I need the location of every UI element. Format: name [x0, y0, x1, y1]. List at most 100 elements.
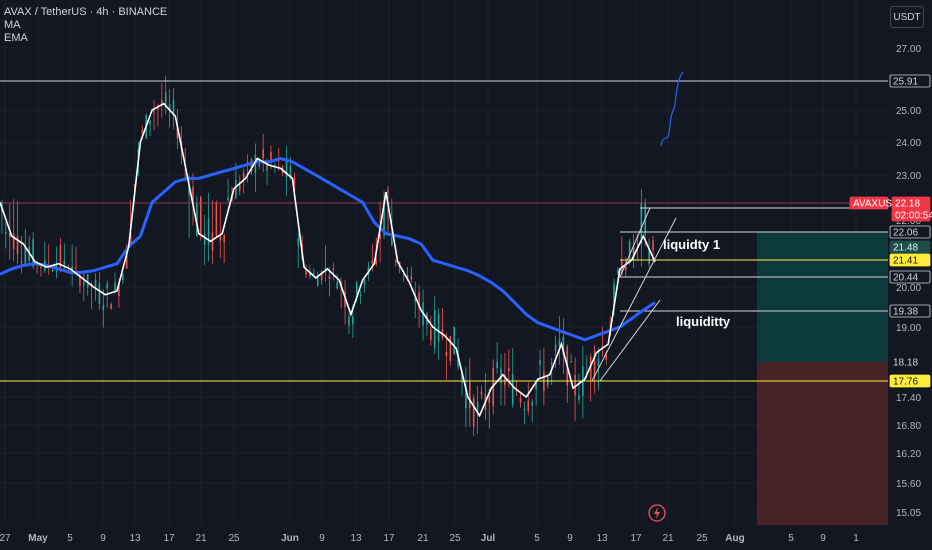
time-tick-label: 9	[319, 533, 325, 544]
price-tick-label: 20.00	[896, 283, 921, 294]
candle-body	[309, 272, 311, 277]
price-tag-label: 21.41	[893, 256, 918, 267]
candle-body	[453, 327, 456, 355]
candle-body	[348, 317, 350, 326]
time-tick-label: 5	[534, 533, 540, 544]
candle-body	[289, 165, 292, 179]
candle-body	[507, 367, 510, 372]
trendline	[591, 217, 677, 382]
price-tag-box	[849, 196, 889, 210]
candle-body	[125, 246, 128, 269]
candle-body	[168, 104, 171, 111]
candle-body	[628, 241, 631, 263]
time-tick-label: 9	[100, 533, 106, 544]
candle-body	[383, 199, 385, 236]
candle-body	[414, 298, 417, 302]
time-tick-label: 17	[383, 533, 395, 544]
candle-body	[328, 275, 331, 279]
candle-body	[98, 283, 101, 304]
candle-body	[316, 276, 319, 287]
candle-body	[246, 161, 249, 164]
ma-indicator-label[interactable]: MA	[4, 19, 21, 31]
candle-body	[219, 235, 222, 241]
time-tick-label: 13	[129, 533, 141, 544]
alert-icon[interactable]	[648, 504, 666, 522]
candle-body	[176, 127, 179, 139]
liquidity-2-label: liquiditty	[676, 314, 731, 329]
candle-body	[418, 292, 420, 309]
candle-body	[613, 283, 615, 307]
time-tick-label: May	[28, 533, 48, 544]
candle-body	[504, 374, 506, 386]
time-tick-label: 21	[417, 533, 429, 544]
candle-body	[79, 275, 81, 286]
price-tag-box	[891, 208, 931, 222]
time-tick-label: 21	[662, 533, 674, 544]
candle-body	[578, 395, 580, 400]
candle-body	[188, 184, 190, 195]
candle-body	[465, 386, 467, 409]
candle-body	[554, 344, 557, 351]
time-tick-label: 9	[567, 533, 573, 544]
time-axis[interactable]: 27 May 5 9 13 17 21 25 Jun 9 13 17 21 25 Jul 5 9 13 17 21 25…	[0, 525, 932, 550]
candle-body	[589, 356, 592, 380]
candle-body	[161, 100, 163, 105]
candle-body	[355, 282, 358, 294]
candle-body	[262, 149, 264, 159]
candle-body	[391, 237, 393, 246]
candle-body	[352, 316, 354, 325]
candle-body	[379, 234, 381, 240]
price-axis[interactable]: 27.00 25.00 24.00 23.00 22.00 20.00 19.00 17.40…	[849, 0, 932, 550]
candle-body	[336, 281, 339, 289]
price-tag-box	[889, 304, 931, 318]
time-tick-label: 27	[0, 533, 11, 544]
candle-body	[430, 328, 432, 340]
candle-body	[215, 202, 218, 236]
currency-button[interactable]: USDT	[890, 6, 924, 28]
candle-body	[8, 232, 11, 237]
time-tick-label: 13	[350, 533, 362, 544]
candle-body	[574, 375, 576, 396]
time-tick-label: 25	[696, 533, 708, 544]
candle-body	[172, 100, 175, 113]
candle-body	[297, 238, 300, 246]
time-tick-label: 21	[195, 533, 207, 544]
candle-body	[106, 283, 109, 289]
time-tick-label: Aug	[725, 533, 744, 544]
price-tag-label: 22.18	[895, 199, 920, 210]
price-tag-box	[889, 355, 931, 369]
candle-body	[12, 233, 15, 250]
symbol-title[interactable]: AVAX / TetherUS · 4h · BINANCE	[4, 6, 168, 18]
price-tag-label: 17.76	[893, 377, 918, 388]
candle-body	[141, 130, 144, 133]
candle-body	[16, 236, 19, 255]
candle-body	[24, 246, 27, 264]
price-tick-label: 15.60	[896, 479, 921, 490]
candle-body	[480, 391, 483, 395]
trendline	[619, 207, 651, 278]
candle-body	[110, 304, 112, 309]
candle-body	[242, 173, 245, 181]
ema-indicator-label[interactable]: EMA	[4, 32, 28, 44]
candle-body	[20, 260, 23, 263]
candle-body	[285, 160, 288, 178]
price-tag-label: 22.06	[893, 228, 918, 239]
candle-body	[558, 339, 561, 347]
trendline	[599, 299, 661, 382]
candle-body	[63, 260, 66, 268]
risk-reward-zones	[757, 232, 888, 525]
candle-body	[32, 239, 34, 267]
candle-body	[122, 274, 124, 281]
candle-body	[597, 358, 600, 367]
candle-body	[445, 351, 448, 357]
candle-body	[203, 233, 206, 245]
grid	[0, 0, 888, 525]
candle-body	[601, 346, 604, 348]
candle-body	[40, 266, 42, 268]
time-tick-label: 17	[630, 533, 642, 544]
candle-body	[437, 314, 440, 342]
candle-body	[250, 159, 253, 172]
candle-body	[153, 110, 155, 113]
candle-body	[562, 336, 565, 356]
